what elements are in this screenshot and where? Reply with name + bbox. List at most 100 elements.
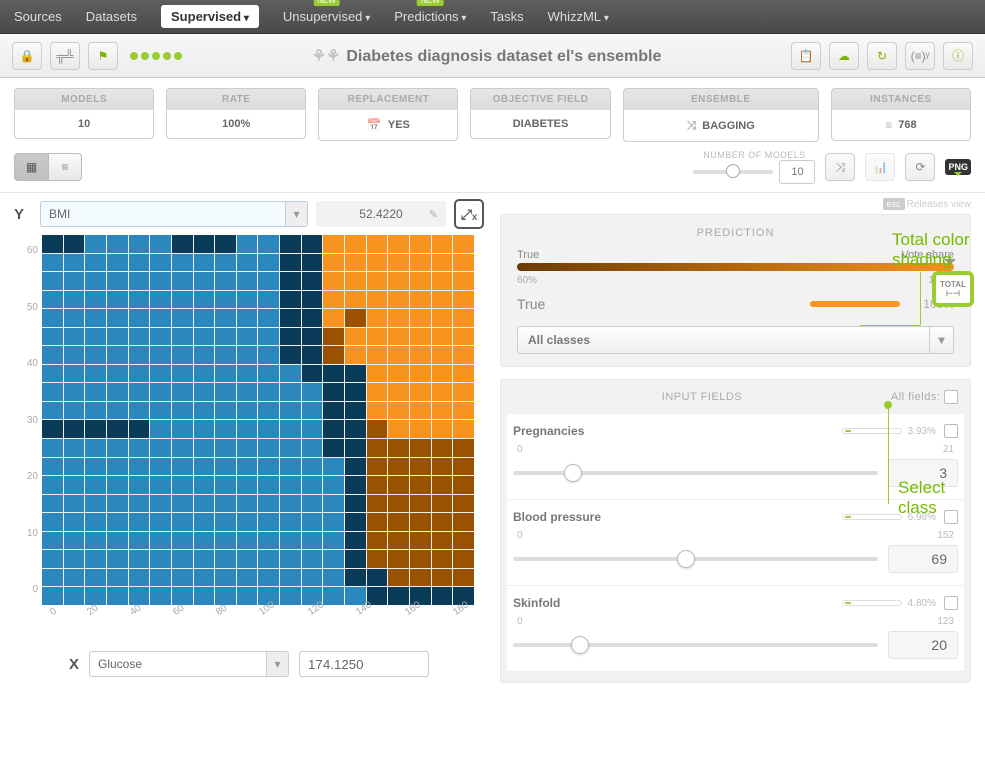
x-axis-label: X	[69, 656, 79, 673]
rows-icon: ≡	[885, 118, 892, 132]
field-min: 0	[517, 530, 523, 541]
nav-sources[interactable]: Sources	[14, 9, 62, 24]
importance-bar	[842, 428, 902, 434]
y-field-select[interactable]: BMI▾	[40, 201, 308, 227]
y-value-box[interactable]: 52.4220✎	[316, 201, 446, 227]
field-name: Skinfold	[513, 596, 842, 610]
export-png-button[interactable]: PNG	[945, 159, 971, 175]
swap-axes-button[interactable]: ⤢ₓ	[454, 199, 484, 229]
chevron-down-icon: ▾	[285, 202, 307, 226]
top-nav: Sources Datasets Supervised Unsupervised…	[0, 0, 985, 34]
field-min: 0	[517, 444, 523, 455]
nav-datasets[interactable]: Datasets	[86, 9, 137, 24]
heatmap-yticks: 0102030405060	[14, 235, 42, 605]
field-slider[interactable]	[513, 471, 878, 475]
view-toggle: ▦ ≡	[14, 153, 82, 181]
heatmap-grid	[42, 235, 474, 605]
field-slider[interactable]	[513, 557, 878, 561]
true-label: True	[517, 296, 800, 312]
field-value[interactable]: 20	[888, 631, 958, 659]
list-view-button[interactable]: ≡	[48, 153, 82, 181]
vote-pct-left: 60%	[517, 275, 537, 286]
prediction-heading: PREDICTION	[517, 227, 954, 239]
field-min: 0	[517, 616, 523, 627]
field-name: Blood pressure	[513, 510, 842, 524]
field-max: 152	[937, 530, 954, 541]
importance-bar	[842, 514, 902, 520]
card-replacement: REPLACEMENT📅YES	[318, 88, 458, 142]
input-field: Pregnancies3.93%0213	[507, 414, 964, 500]
calendar-icon: 📅	[367, 118, 382, 132]
function-icon[interactable]: (≡)ʸ	[905, 42, 935, 70]
app-root: Sources Datasets Supervised Unsupervised…	[0, 0, 985, 768]
input-field: Skinfold 4.80% 0 123 20	[507, 586, 964, 672]
tree-icon[interactable]: ╦╩	[50, 42, 80, 70]
page-title: ⚘⚘Diabetes diagnosis dataset el's ensemb…	[190, 46, 783, 66]
grid-view-button[interactable]: ▦	[14, 153, 48, 181]
right-panel: escReleases view PREDICTION TrueVote sha…	[500, 199, 971, 695]
all-fields-label: All fields:	[891, 391, 941, 403]
vote-left-label: True	[517, 249, 539, 261]
x-value-input[interactable]	[299, 651, 429, 677]
input-field: Blood pressure6.98%015269	[507, 500, 964, 586]
config-icon[interactable]: ⚑	[88, 42, 118, 70]
importance-pct: 4.80%	[908, 598, 936, 609]
x-axis-row: X Glucose▾	[14, 651, 484, 677]
stats-row: MODELS10 RATE100% REPLACEMENT📅YES OBJECT…	[0, 78, 985, 142]
heatmap-panel: Y BMI▾ 52.4220✎ ⤢ₓ 0102030405060 0204060…	[14, 199, 484, 695]
x-field-select[interactable]: Glucose▾	[89, 651, 289, 677]
card-instances: INSTANCES≡768	[831, 88, 971, 142]
clipboard-icon[interactable]: 📋	[791, 42, 821, 70]
main-area: Y BMI▾ 52.4220✎ ⤢ₓ 0102030405060 0204060…	[0, 193, 985, 709]
input-fields-pane: INPUT FIELDSAll fields: Pregnancies 3.93%…	[500, 379, 971, 683]
class-select[interactable]: All classes▾	[517, 326, 954, 354]
total-shading-button[interactable]: TOTAL⊢⊣	[932, 271, 974, 307]
true-bar	[810, 301, 900, 307]
field-checkbox[interactable]	[944, 596, 958, 610]
vote-share-bar	[517, 263, 954, 271]
recycle-icon[interactable]: ↻	[867, 42, 897, 70]
toolbar: 🔒 ╦╩ ⚑ ⚘⚘Diabetes diagnosis dataset el's…	[0, 34, 985, 78]
field-value[interactable]: 69	[888, 545, 958, 573]
y-axis-row: Y BMI▾ 52.4220✎ ⤢ₓ	[14, 199, 484, 229]
refresh-button[interactable]: ⟳	[905, 153, 935, 181]
nav-tasks[interactable]: Tasks	[490, 9, 523, 24]
card-objective: OBJECTIVE FIELDDIABETES	[470, 88, 610, 142]
info-icon[interactable]: ⓘ	[943, 42, 973, 70]
shuffle-icon: ⤨	[687, 118, 697, 133]
field-slider[interactable]	[513, 643, 878, 647]
view-toolbar: ▦ ≡ NUMBER OF MODELS 10 ⤨ 📊 ⟳ PNG	[0, 142, 985, 193]
num-models-value[interactable]: 10	[779, 160, 815, 184]
nav-supervised[interactable]: Supervised	[161, 5, 259, 28]
num-models-label: NUMBER OF MODELS	[693, 150, 815, 160]
annotation-total: Total color shading	[892, 230, 982, 271]
chart-button[interactable]: 📊	[865, 153, 895, 181]
cloud-down-icon[interactable]: ☁	[829, 42, 859, 70]
shuffle-button[interactable]: ⤨	[825, 153, 855, 181]
releases-hint: escReleases view	[500, 199, 971, 210]
num-models-control: NUMBER OF MODELS 10	[693, 150, 815, 184]
nav-whizzml[interactable]: WhizzML	[548, 9, 971, 24]
input-fields-heading: INPUT FIELDS	[513, 391, 891, 403]
ensemble-icon: ⚘⚘	[312, 48, 341, 65]
field-max: 123	[937, 616, 954, 627]
field-max: 21	[943, 444, 954, 455]
nav-predictions[interactable]: Predictions	[394, 9, 466, 24]
chevron-down-icon: ▾	[266, 652, 288, 676]
num-models-slider[interactable]	[693, 170, 773, 174]
nav-unsupervised[interactable]: Unsupervised	[283, 9, 370, 24]
importance-bar	[842, 600, 902, 606]
chevron-down-icon: ▾	[929, 327, 953, 353]
lock-icon[interactable]: 🔒	[12, 42, 42, 70]
annotation-select: Select class	[898, 478, 978, 519]
heatmap-xticks: 020406080100120140160180	[42, 607, 474, 635]
all-fields-checkbox[interactable]	[944, 390, 958, 404]
field-checkbox[interactable]	[944, 424, 958, 438]
status-dots	[130, 52, 182, 60]
field-name: Pregnancies	[513, 424, 842, 438]
heatmap[interactable]: 0102030405060 020406080100120140160180	[14, 235, 474, 635]
pencil-icon: ✎	[429, 208, 438, 221]
card-rate: RATE100%	[166, 88, 306, 142]
importance-pct: 3.93%	[908, 426, 936, 437]
y-axis-label: Y	[14, 206, 32, 223]
